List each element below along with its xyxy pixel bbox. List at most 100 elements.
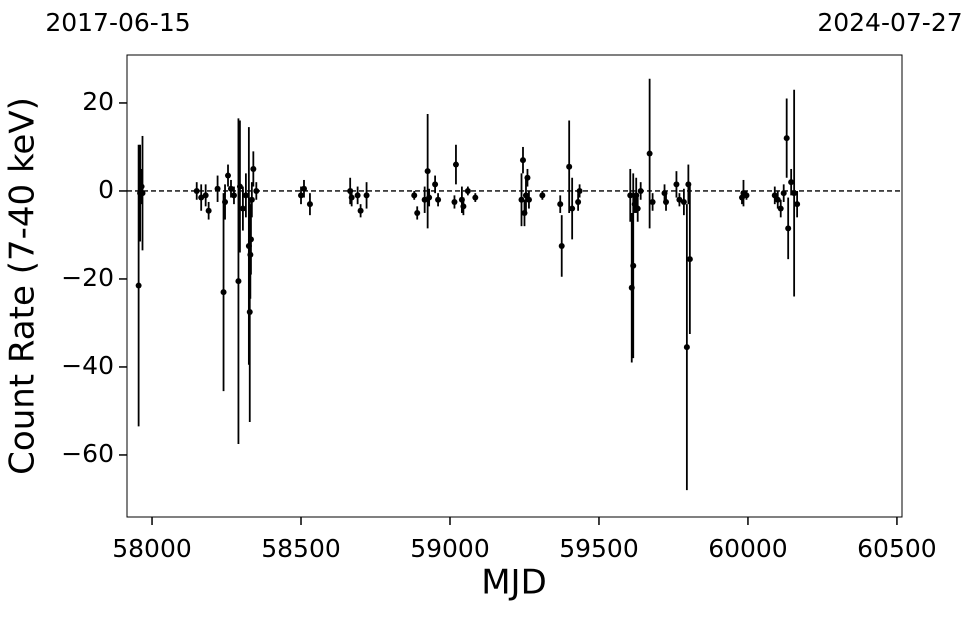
data-point <box>411 192 418 199</box>
data-point <box>791 190 798 197</box>
data-point <box>239 205 246 212</box>
top-label: 2017-06-15 <box>45 8 190 37</box>
data-point <box>663 198 670 205</box>
data-point <box>519 157 526 164</box>
data-point <box>247 236 254 243</box>
data-point <box>464 187 471 194</box>
data-point <box>676 196 683 203</box>
data-point <box>227 185 234 192</box>
data-point <box>628 284 635 291</box>
data-point <box>139 190 146 197</box>
data-point <box>193 187 200 194</box>
data-point <box>649 198 656 205</box>
data-point <box>452 161 459 168</box>
data-point <box>214 185 221 192</box>
data-point <box>220 289 227 296</box>
y-tick-label: −40 <box>61 351 114 380</box>
data-point <box>347 187 354 194</box>
y-tick-label: 0 <box>98 175 114 204</box>
data-point <box>685 181 692 188</box>
data-point <box>432 181 439 188</box>
data-point <box>236 183 243 190</box>
y-tick-label: −60 <box>61 439 114 468</box>
data-point <box>575 198 582 205</box>
data-point <box>235 278 242 285</box>
data-point <box>661 190 668 197</box>
data-point <box>634 205 641 212</box>
data-point <box>518 196 525 203</box>
data-point <box>426 194 433 201</box>
data-point <box>458 196 465 203</box>
data-point <box>298 192 305 199</box>
data-point <box>248 196 255 203</box>
data-point <box>743 192 750 199</box>
data-point <box>245 242 252 249</box>
top-label: 2024-07-27 <box>817 8 962 37</box>
x-tick-label: 58000 <box>112 534 192 563</box>
y-tick-label: 20 <box>82 87 114 116</box>
data-point <box>472 194 479 201</box>
data-point <box>135 282 142 289</box>
x-tick-label: 60000 <box>708 534 788 563</box>
data-point <box>522 192 529 199</box>
data-point <box>421 196 428 203</box>
data-point <box>566 163 573 170</box>
data-point <box>250 165 257 172</box>
data-point <box>202 192 209 199</box>
data-point <box>680 198 687 205</box>
data-point <box>253 187 260 194</box>
data-point <box>230 192 237 199</box>
data-point <box>451 198 458 205</box>
x-tick-label: 59000 <box>410 534 490 563</box>
data-point <box>539 192 546 199</box>
data-point <box>557 201 564 208</box>
data-point <box>569 205 576 212</box>
data-point <box>198 194 205 201</box>
data-point <box>205 207 212 214</box>
x-tick-label: 58500 <box>261 534 341 563</box>
data-point <box>521 209 528 216</box>
data-point <box>460 203 467 210</box>
data-point <box>363 192 370 199</box>
data-point <box>558 242 565 249</box>
data-point <box>524 174 531 181</box>
data-point <box>300 185 307 192</box>
data-point <box>794 201 801 208</box>
data-point <box>683 344 690 351</box>
plot-frame <box>126 54 903 518</box>
data-point <box>686 256 693 263</box>
data-point <box>414 209 421 216</box>
data-point <box>785 225 792 232</box>
data-point <box>646 150 653 157</box>
data-point <box>354 192 361 199</box>
x-tick-label: 59500 <box>559 534 639 563</box>
data-point <box>242 192 249 199</box>
x-axis-label: MJD <box>481 563 547 603</box>
data-point <box>424 168 431 175</box>
data-point <box>348 194 355 201</box>
data-point <box>222 198 229 205</box>
data-point <box>627 192 634 199</box>
y-axis-label: Count Rate (7-40 keV) <box>3 97 43 475</box>
data-point <box>783 135 790 142</box>
data-point <box>631 201 638 208</box>
y-tick-label: −20 <box>61 263 114 292</box>
data-point <box>780 190 787 197</box>
data-point <box>525 196 532 203</box>
data-point <box>225 172 232 179</box>
data-point <box>357 207 364 214</box>
data-point <box>777 205 784 212</box>
data-point <box>788 179 795 186</box>
data-point <box>138 183 145 190</box>
data-point <box>673 181 680 188</box>
data-point <box>435 196 442 203</box>
data-point <box>630 262 637 269</box>
data-point <box>576 187 583 194</box>
data-point <box>246 308 253 315</box>
data-point <box>637 187 644 194</box>
data-point <box>771 192 778 199</box>
data-point <box>306 201 313 208</box>
x-tick-label: 60500 <box>857 534 937 563</box>
data-point <box>633 192 640 199</box>
